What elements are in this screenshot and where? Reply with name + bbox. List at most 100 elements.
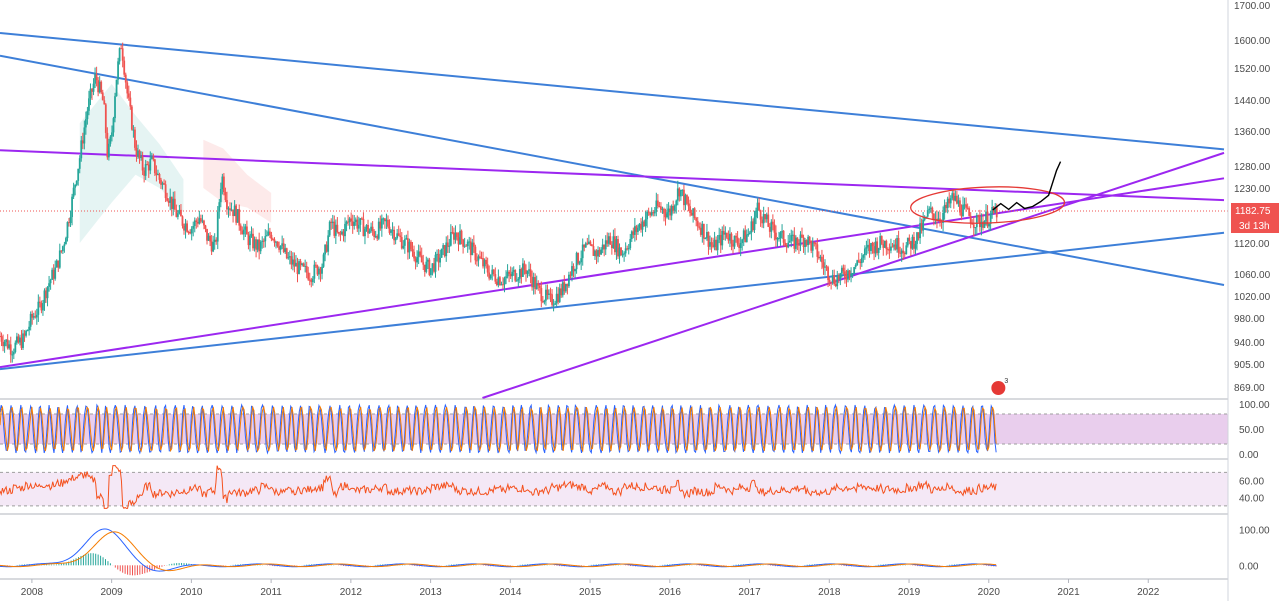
candle-body[interactable] bbox=[943, 204, 946, 213]
candle-body[interactable] bbox=[713, 239, 716, 247]
candle-body[interactable] bbox=[94, 74, 96, 84]
candle-body[interactable] bbox=[290, 256, 293, 265]
candle-body[interactable] bbox=[716, 239, 719, 251]
candle-body[interactable] bbox=[236, 209, 239, 223]
candle-body[interactable] bbox=[824, 266, 826, 268]
candle-body[interactable] bbox=[862, 255, 865, 258]
candle-body[interactable] bbox=[729, 233, 731, 241]
candle-body[interactable] bbox=[491, 269, 494, 275]
candle-body[interactable] bbox=[877, 247, 880, 253]
candle-body[interactable] bbox=[138, 150, 141, 159]
candle-body[interactable] bbox=[985, 211, 987, 222]
candle-body[interactable] bbox=[658, 206, 661, 208]
candle-body[interactable] bbox=[609, 236, 612, 245]
candle-body[interactable] bbox=[23, 333, 26, 336]
candle-body[interactable] bbox=[770, 221, 773, 232]
candle-body[interactable] bbox=[500, 284, 503, 286]
candle-body[interactable] bbox=[704, 238, 707, 240]
candle-body[interactable] bbox=[526, 271, 529, 274]
candle-body[interactable] bbox=[768, 226, 771, 232]
candle-body[interactable] bbox=[288, 256, 291, 258]
candle-body[interactable] bbox=[715, 239, 718, 251]
candle-body[interactable] bbox=[592, 246, 595, 256]
candle-body[interactable] bbox=[804, 240, 806, 248]
candle-body[interactable] bbox=[988, 223, 990, 227]
candle-body[interactable] bbox=[782, 230, 785, 243]
candle-body[interactable] bbox=[506, 271, 509, 277]
candle-body[interactable] bbox=[219, 188, 222, 203]
candle-body[interactable] bbox=[453, 232, 455, 240]
candle-body[interactable] bbox=[535, 283, 538, 290]
candle-body[interactable] bbox=[127, 93, 130, 98]
candle-body[interactable] bbox=[3, 342, 6, 347]
candle-body[interactable] bbox=[285, 248, 288, 259]
candle-body[interactable] bbox=[796, 237, 799, 245]
candle-body[interactable] bbox=[281, 243, 284, 246]
candle-body[interactable] bbox=[673, 205, 676, 211]
candle-body[interactable] bbox=[771, 221, 774, 225]
candle-body[interactable] bbox=[515, 280, 518, 282]
candle-body[interactable] bbox=[206, 228, 208, 241]
candle-body[interactable] bbox=[107, 143, 110, 158]
candle-body[interactable] bbox=[35, 314, 38, 318]
candle-body[interactable] bbox=[296, 262, 299, 274]
candle-body[interactable] bbox=[203, 220, 205, 226]
candle-body[interactable] bbox=[610, 244, 613, 249]
candle-body[interactable] bbox=[893, 244, 895, 247]
candle-body[interactable] bbox=[813, 242, 816, 244]
candle-body[interactable] bbox=[342, 231, 345, 237]
candle-body[interactable] bbox=[850, 274, 852, 277]
candle-body[interactable] bbox=[922, 219, 925, 231]
candle-body[interactable] bbox=[903, 253, 906, 255]
candle-body[interactable] bbox=[434, 254, 437, 272]
candle-body[interactable] bbox=[914, 243, 917, 249]
candle-body[interactable] bbox=[51, 269, 54, 280]
candle-body[interactable] bbox=[443, 245, 446, 257]
candle-body[interactable] bbox=[360, 218, 363, 220]
candle-body[interactable] bbox=[17, 336, 20, 343]
candle-body[interactable] bbox=[836, 275, 839, 287]
candle-body[interactable] bbox=[666, 212, 668, 218]
candle-body[interactable] bbox=[180, 209, 182, 217]
candle-body[interactable] bbox=[986, 211, 989, 227]
candle-body[interactable] bbox=[88, 98, 90, 111]
candle-body[interactable] bbox=[560, 288, 563, 296]
candle-body[interactable] bbox=[12, 352, 15, 355]
candle-body[interactable] bbox=[871, 243, 874, 247]
candle-body[interactable] bbox=[945, 204, 948, 209]
candle-body[interactable] bbox=[848, 270, 851, 277]
candle-body[interactable] bbox=[722, 230, 725, 235]
candle-body[interactable] bbox=[69, 217, 72, 224]
candle-body[interactable] bbox=[974, 227, 977, 229]
candle-body[interactable] bbox=[991, 207, 994, 214]
candle-body[interactable] bbox=[351, 221, 354, 226]
candle-body[interactable] bbox=[83, 127, 86, 144]
candle-body[interactable] bbox=[531, 276, 534, 288]
candle-body[interactable] bbox=[178, 209, 181, 214]
candle-body[interactable] bbox=[449, 232, 452, 246]
candle-body[interactable] bbox=[821, 256, 823, 263]
candle-body[interactable] bbox=[400, 237, 403, 249]
candle-body[interactable] bbox=[204, 225, 207, 229]
candle-body[interactable] bbox=[308, 279, 311, 281]
candle-body[interactable] bbox=[851, 273, 854, 275]
rsi-pane[interactable]: 60.00 40.00 bbox=[0, 465, 1264, 510]
candle-body[interactable] bbox=[380, 218, 383, 229]
candle-body[interactable] bbox=[940, 221, 943, 223]
candle-body[interactable] bbox=[676, 188, 679, 201]
candle-body[interactable] bbox=[299, 261, 302, 265]
candle-body[interactable] bbox=[776, 238, 779, 240]
candle-body[interactable] bbox=[416, 256, 419, 263]
candle-body[interactable] bbox=[212, 242, 215, 252]
candle-body[interactable] bbox=[949, 198, 952, 204]
candle-body[interactable] bbox=[49, 279, 52, 284]
candle-body[interactable] bbox=[899, 252, 902, 254]
candle-body[interactable] bbox=[362, 218, 365, 237]
candle-body[interactable] bbox=[798, 244, 800, 246]
candle-body[interactable] bbox=[155, 173, 158, 175]
candle-body[interactable] bbox=[597, 249, 599, 257]
candle-body[interactable] bbox=[359, 218, 362, 225]
candle-body[interactable] bbox=[92, 83, 95, 92]
candle-body[interactable] bbox=[773, 224, 776, 233]
